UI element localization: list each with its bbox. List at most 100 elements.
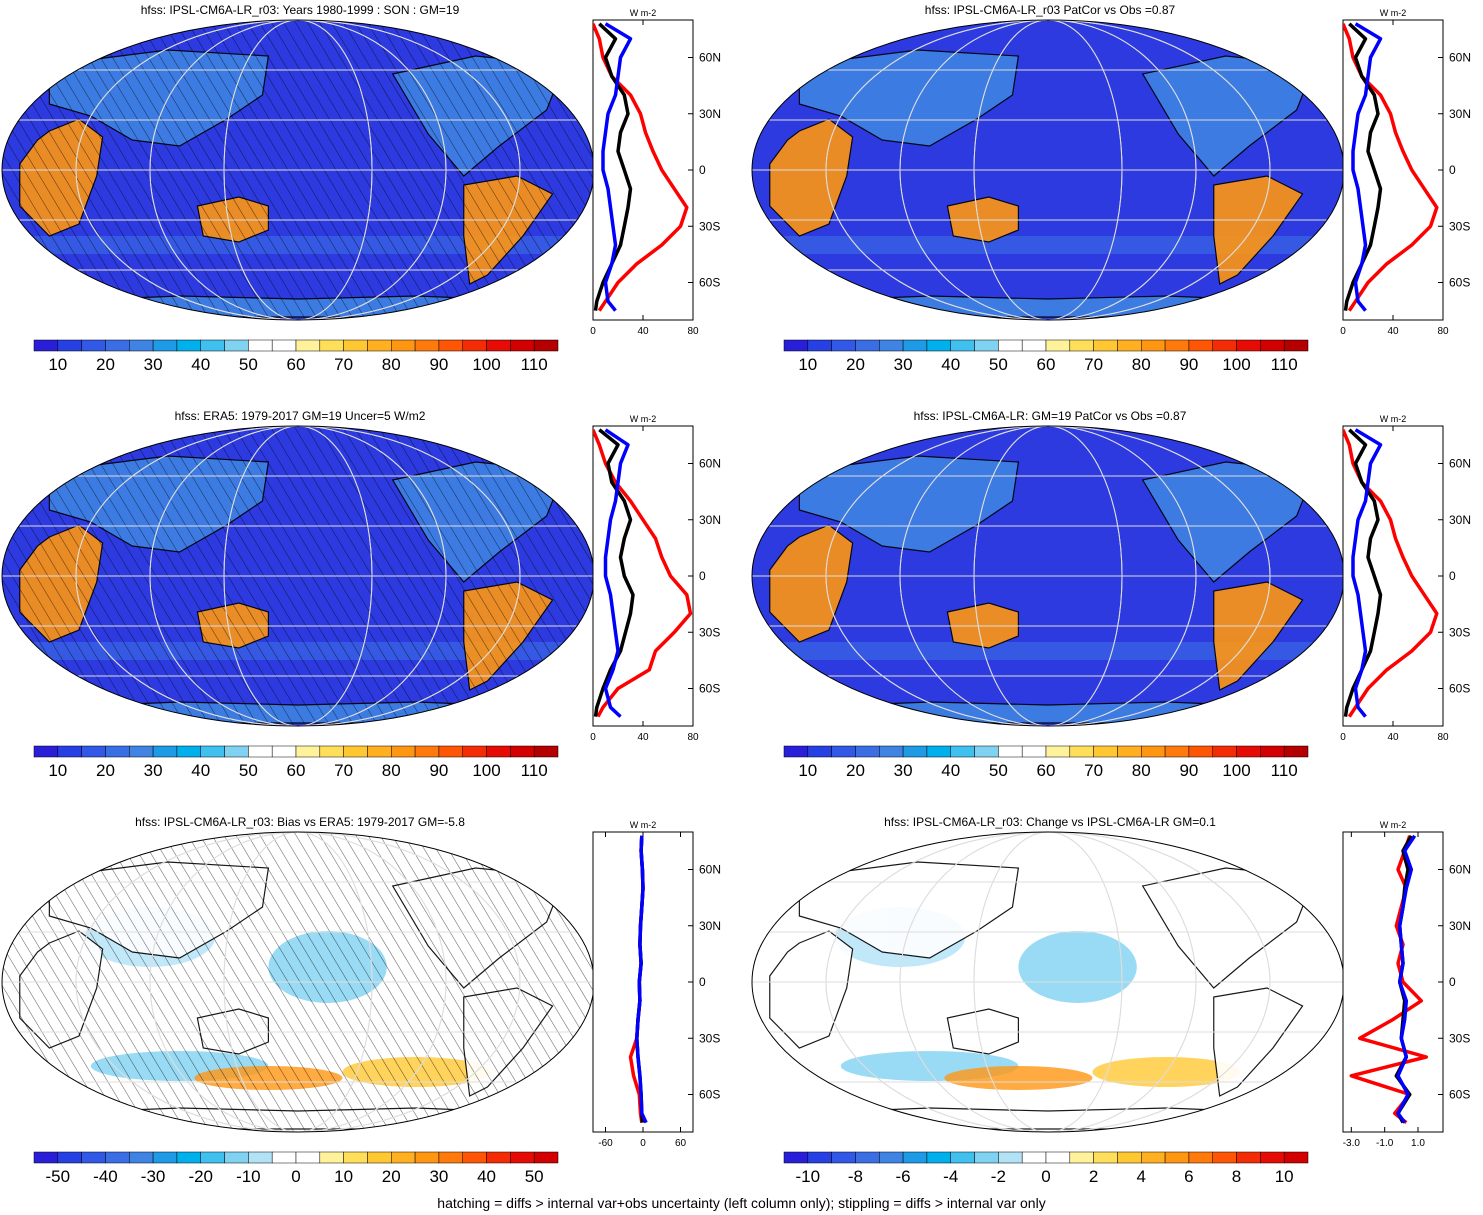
colorbar-swatch — [295, 1151, 321, 1164]
colorbar-swatch — [1141, 745, 1166, 758]
panel-title: hfss: IPSL-CM6A-LR_r03: Change vs IPSL-C… — [884, 815, 1216, 829]
continent-antarctica — [781, 295, 1315, 318]
profile-ytick-label: 30S — [1449, 1031, 1470, 1045]
profile-ytick-label: 60N — [1449, 863, 1471, 877]
continent-north-america — [391, 55, 566, 177]
map-area — [752, 832, 1344, 1132]
profile-ytick-label: 0 — [699, 163, 706, 177]
colorbar-swatch — [950, 745, 975, 758]
colorbar: 10 20 30 40 50 60 70 80 90 100 110 — [783, 339, 1309, 374]
colorbar-swatch — [974, 1151, 999, 1164]
profile-ytick-label: 30N — [699, 919, 721, 933]
colorbar-label: 110 — [1271, 355, 1298, 374]
colorbar-swatch — [33, 745, 59, 758]
colorbar-label: 100 — [472, 761, 500, 780]
colorbar-swatch — [1283, 745, 1309, 758]
continent-africa — [769, 118, 854, 237]
colorbar-swatch — [807, 339, 832, 352]
colorbar-label: 40 — [191, 761, 210, 780]
zonal-profile: W m-2 60N 30N 0 30S 60S -60 0 60 — [592, 820, 721, 1149]
colorbar-swatch — [879, 1151, 904, 1164]
colorbar-label: 100 — [1222, 761, 1250, 780]
colorbar-swatch — [200, 745, 225, 758]
profile-xtick-label: 1.0 — [1411, 1138, 1425, 1149]
graticule — [752, 832, 1344, 1132]
panel-bottom-right: hfss: IPSL-CM6A-LR_r03: Change vs IPSL-C… — [751, 815, 1471, 1186]
profile-xtick-label: 80 — [687, 732, 699, 743]
profile-ytick-label: 60S — [1449, 1088, 1470, 1102]
colorbar-label: 60 — [287, 761, 306, 780]
colorbar-swatch — [902, 745, 928, 758]
colorbar-label: 50 — [239, 761, 258, 780]
map-area — [2, 832, 594, 1132]
colorbar-swatch — [533, 339, 559, 352]
colorbar-label: 10 — [798, 355, 817, 374]
colorbar-label: -40 — [93, 1167, 118, 1186]
colorbar-label: 20 — [382, 1167, 401, 1186]
storm-track-band — [752, 236, 1344, 254]
colorbar-swatch — [1236, 745, 1261, 758]
colorbar-label: 90 — [429, 355, 448, 374]
colorbar-swatch — [486, 745, 511, 758]
colorbar-swatch — [152, 745, 178, 758]
colorbar-label: 80 — [1132, 761, 1151, 780]
map-area — [2, 20, 594, 320]
colorbar-label: 60 — [1037, 761, 1056, 780]
colorbar-swatch — [974, 339, 999, 352]
colorbar-label: 2 — [1089, 1167, 1098, 1186]
colorbar-label: 90 — [1179, 355, 1198, 374]
colorbar-swatch — [902, 1151, 928, 1164]
profile-xtick-label: 0 — [590, 732, 596, 743]
panel-middle-left: hfss: ERA5: 1979-2017 GM=19 Uncer=5 W/m2… — [1, 409, 721, 780]
colorbar-swatch — [510, 1151, 535, 1164]
continent-asia — [798, 455, 1020, 553]
zonal-profile: W m-2 60N 30N 0 30S 60S 0 40 80 — [590, 414, 721, 743]
profile-lines — [628, 835, 648, 1124]
colorbar-swatch — [1212, 745, 1237, 758]
profile-ytick-label: 0 — [699, 569, 706, 583]
colorbar-label: 60 — [1037, 355, 1056, 374]
profile-xtick-label: -60 — [598, 1138, 613, 1149]
colorbar-swatch — [1260, 1151, 1285, 1164]
colorbar-swatch — [998, 1151, 1023, 1164]
colorbar-swatch — [1069, 745, 1094, 758]
colorbar-swatch — [224, 1151, 249, 1164]
colorbar-swatch — [1283, 1151, 1309, 1164]
colorbar-swatch — [1021, 1151, 1047, 1164]
colorbar-swatch — [998, 339, 1023, 352]
profile-ytick-label: 60S — [699, 682, 720, 696]
colorbar-swatch — [129, 1151, 154, 1164]
colorbar-label: 0 — [291, 1167, 300, 1186]
colorbar-swatch — [510, 745, 535, 758]
colorbar-swatch — [831, 339, 856, 352]
continent-antarctica — [781, 701, 1315, 724]
colorbar-swatch — [271, 1151, 297, 1164]
colorbar-swatch — [1117, 339, 1142, 352]
panel-title: hfss: ERA5: 1979-2017 GM=19 Uncer=5 W/m2 — [175, 409, 426, 423]
profile-ytick-label: 60N — [1449, 457, 1471, 471]
colorbar-swatch — [343, 339, 368, 352]
profile-ytick-label: 30S — [699, 1031, 720, 1045]
profile-xtick-label: 40 — [1387, 326, 1399, 337]
profile-lines — [1343, 428, 1439, 718]
profile-ytick-label: 30N — [699, 107, 721, 121]
colorbar-label: 20 — [96, 761, 115, 780]
colorbar: -50 -40 -30 -20 -10 0 10 20 30 40 50 — [33, 1151, 559, 1186]
profile-lines — [593, 428, 693, 718]
zonal-profile: W m-2 60N 30N 0 30S 60S 0 40 80 — [1340, 8, 1471, 337]
profile-xtick-label: 0 — [640, 1138, 646, 1149]
colorbar-label: 60 — [287, 355, 306, 374]
continent-asia — [798, 49, 1020, 147]
colorbar-swatch — [462, 745, 487, 758]
colorbar-swatch — [33, 1151, 59, 1164]
colorbar-swatch — [1164, 745, 1190, 758]
colorbar-label: 10 — [48, 355, 67, 374]
colorbar-swatch — [1164, 1151, 1190, 1164]
colorbar-swatch — [807, 745, 832, 758]
profile-series-blue — [603, 428, 630, 718]
colorbar-swatch — [319, 339, 344, 352]
colorbar-label: -10 — [236, 1167, 261, 1186]
profile-ytick-label: 0 — [1449, 569, 1456, 583]
graticule — [2, 426, 594, 726]
